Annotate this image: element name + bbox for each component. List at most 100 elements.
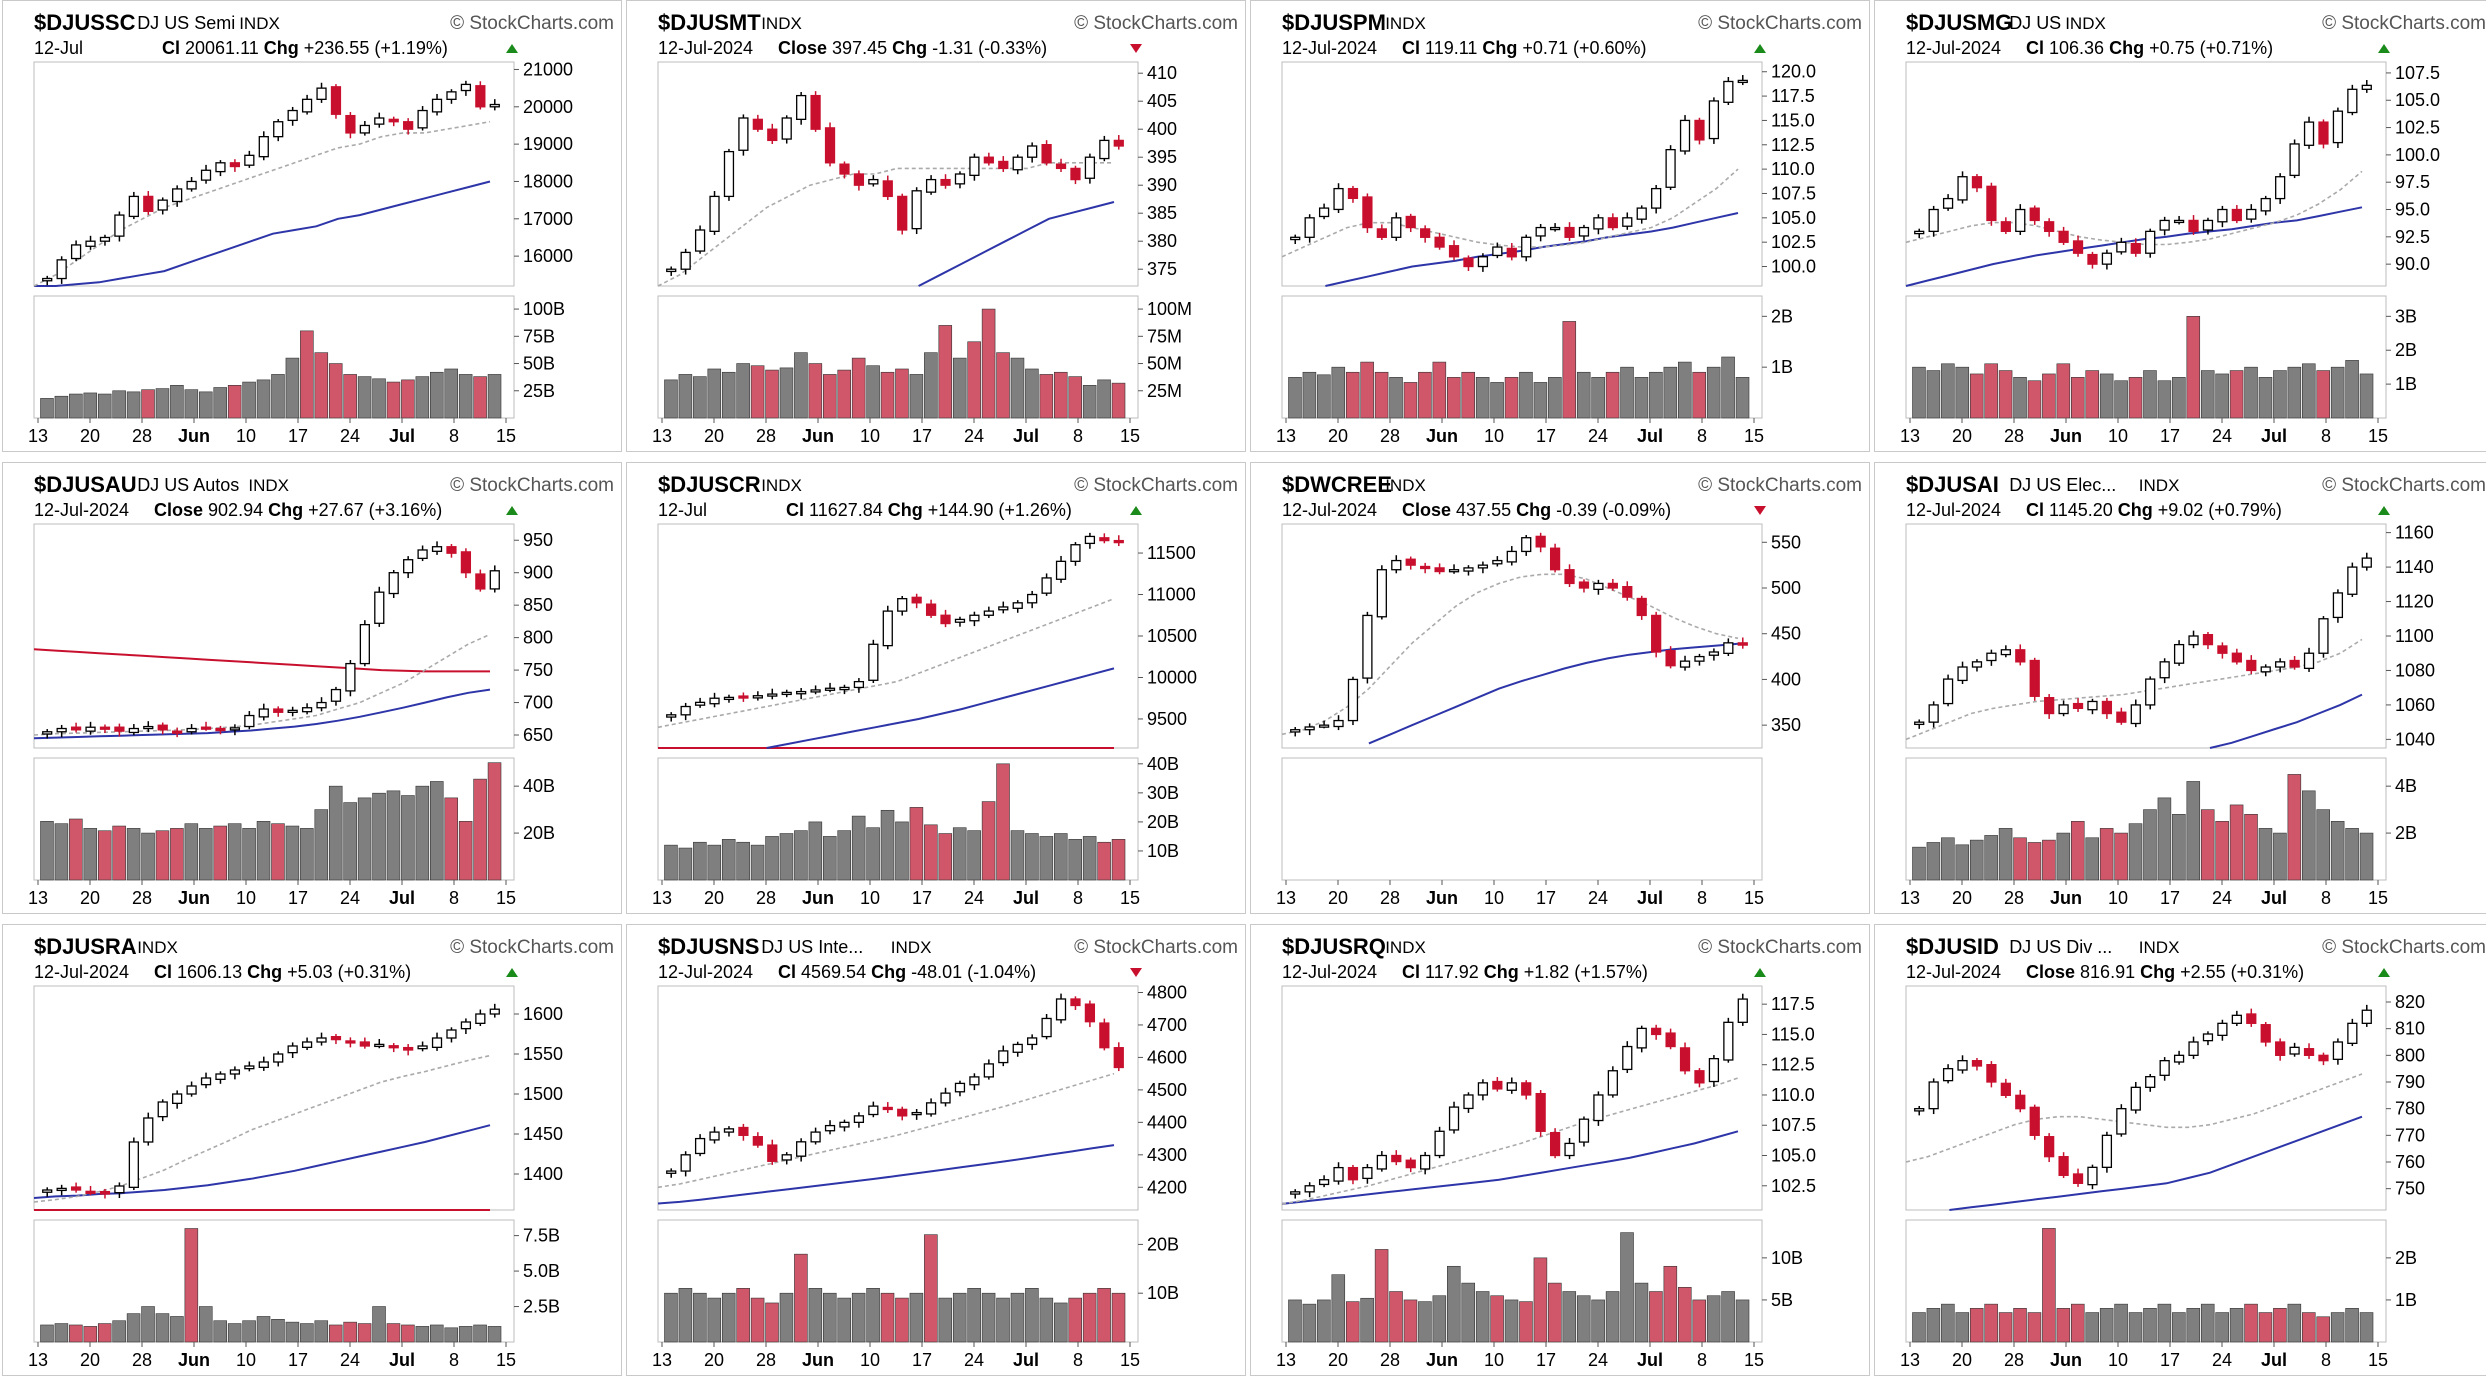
volume-bar bbox=[2099, 828, 2114, 881]
chart-panel-djusid[interactable]: $DJUSID DJ US Div ... INDX © StockCharts.co… bbox=[1874, 924, 2486, 1376]
chart-panel-djusra[interactable]: $DJUSRA INDX © StockCharts.com 12-Jul-2024 C… bbox=[2, 924, 622, 1376]
price-tick-label: 1160 bbox=[2395, 523, 2434, 543]
volume-bar bbox=[779, 367, 794, 419]
volume-bar bbox=[1969, 839, 1984, 881]
volume-bar bbox=[693, 376, 707, 419]
chart-panel-djusrq[interactable]: $DJUSRQ INDX © StockCharts.com 12-Jul-2024 C… bbox=[1250, 924, 1870, 1376]
volume-bar bbox=[112, 1320, 126, 1343]
candle-body bbox=[1492, 1080, 1503, 1090]
chart-watermark: © StockCharts.com bbox=[1698, 937, 1862, 958]
chart-panel-djusai[interactable]: $DJUSAI DJ US Elec... INDX © StockCharts.co… bbox=[1874, 462, 2486, 914]
chart-date: 12-Jul-2024 bbox=[658, 38, 753, 58]
volume-bar bbox=[242, 1320, 256, 1343]
candle-body bbox=[301, 1041, 313, 1048]
volume-bar bbox=[372, 378, 386, 419]
chart-panel-djusau[interactable]: $DJUSAU DJ US Autos INDX © StockCharts.com 1… bbox=[2, 462, 622, 914]
candle-body bbox=[2058, 230, 2069, 243]
volume-bar bbox=[2099, 373, 2114, 419]
candle-body bbox=[2000, 221, 2011, 233]
candle-body bbox=[1347, 678, 1359, 722]
candle-body bbox=[2303, 652, 2315, 670]
candle-body bbox=[752, 118, 763, 130]
volume-bar bbox=[880, 371, 895, 419]
candle-body bbox=[666, 1170, 677, 1174]
x-tick-label: 17 bbox=[1536, 1350, 1556, 1370]
volume-bar bbox=[2042, 1228, 2056, 1343]
candle-body bbox=[897, 598, 908, 612]
volume-bar bbox=[2056, 832, 2071, 881]
volume-bar bbox=[2157, 1303, 2172, 1343]
chart-panel-djussc[interactable]: $DJUSSC DJ US Semi INDX © StockCharts.com 12… bbox=[2, 0, 622, 452]
volume-bar bbox=[1418, 371, 1432, 419]
candle-body bbox=[694, 229, 706, 252]
candle-body bbox=[2188, 219, 2199, 233]
candle-body bbox=[2289, 143, 2300, 177]
chart-exchange: INDX bbox=[761, 476, 802, 495]
volume-bar bbox=[430, 1324, 444, 1343]
candle-body bbox=[2275, 661, 2286, 668]
candle-body bbox=[2145, 678, 2156, 706]
volume-bar bbox=[1955, 844, 1970, 881]
candle-body bbox=[2332, 1041, 2344, 1060]
volume-bar bbox=[765, 836, 779, 881]
candle-body bbox=[1290, 236, 1301, 241]
volume-bar bbox=[2172, 377, 2186, 419]
volume-bar bbox=[444, 368, 458, 419]
volume-bar bbox=[271, 823, 285, 881]
chart-index-name: DJ US Div ... bbox=[2009, 937, 2112, 957]
volume-bar bbox=[1533, 382, 1548, 419]
volume-bar bbox=[1054, 833, 1068, 881]
volume-bar bbox=[1562, 321, 1577, 419]
candle-body bbox=[1448, 1106, 1460, 1131]
candle-body bbox=[1593, 217, 1604, 230]
x-tick-label: 20 bbox=[80, 426, 100, 446]
candle-body bbox=[1521, 236, 1532, 258]
candle-body bbox=[1986, 185, 1997, 222]
candle-body bbox=[2015, 649, 2026, 663]
candle-body bbox=[403, 559, 414, 574]
volume-bar bbox=[1926, 1308, 1941, 1343]
chart-panel-djusns[interactable]: $DJUSNS DJ US Inte... INDX © StockCharts.co… bbox=[626, 924, 1246, 1376]
chart-panel-djuscr[interactable]: $DJUSCR INDX © StockCharts.com 12-Jul Cl 116… bbox=[626, 462, 1246, 914]
x-tick-label: 24 bbox=[2212, 888, 2232, 908]
candle-body bbox=[273, 1053, 284, 1063]
candle-body bbox=[287, 709, 298, 713]
candle-body bbox=[1578, 226, 1590, 237]
x-tick-label: 17 bbox=[1536, 888, 1556, 908]
candle-body bbox=[2087, 253, 2098, 265]
price-tick-label: 1400 bbox=[523, 1164, 563, 1184]
candle-body bbox=[460, 551, 472, 574]
volume-bar bbox=[473, 1324, 487, 1343]
volume-bar bbox=[1969, 1308, 1984, 1343]
price-tick-label: 4200 bbox=[1147, 1177, 1187, 1197]
candle-body bbox=[680, 1154, 691, 1172]
x-tick-label: Jun bbox=[1426, 426, 1458, 446]
x-tick-label: 10 bbox=[236, 1350, 256, 1370]
candle-body bbox=[489, 570, 500, 590]
candle-body bbox=[359, 623, 370, 665]
chart-panel-djusmt[interactable]: $DJUSMT INDX © StockCharts.com 12-Jul-2024 C… bbox=[626, 0, 1246, 452]
candle-body bbox=[2303, 1048, 2315, 1056]
x-tick-label: Jul bbox=[1013, 888, 1039, 908]
volume-bar bbox=[2042, 373, 2056, 419]
volume-bar bbox=[1548, 377, 1562, 419]
candle-body bbox=[983, 1063, 994, 1078]
candle-body bbox=[489, 103, 500, 108]
x-tick-label: 15 bbox=[2368, 1350, 2388, 1370]
chart-panel-djuspm[interactable]: $DJUSPM INDX © StockCharts.com 12-Jul-2024 C… bbox=[1250, 0, 1870, 452]
chart-exchange: INDX bbox=[2065, 14, 2106, 33]
volume-bar bbox=[40, 398, 54, 419]
ma-20-line bbox=[657, 162, 1114, 287]
price-tick-label: 4600 bbox=[1147, 1047, 1187, 1067]
candle-body bbox=[2072, 240, 2084, 254]
candle-body bbox=[345, 1040, 356, 1044]
candle-body bbox=[853, 1115, 865, 1123]
volume-bar bbox=[2244, 366, 2258, 419]
volume-bar bbox=[401, 1324, 415, 1343]
candle-body bbox=[983, 610, 994, 616]
price-tick-label: 790 bbox=[2395, 1072, 2425, 1092]
price-tick-label: 1060 bbox=[2395, 695, 2435, 715]
chart-date: 12-Jul bbox=[658, 500, 707, 520]
